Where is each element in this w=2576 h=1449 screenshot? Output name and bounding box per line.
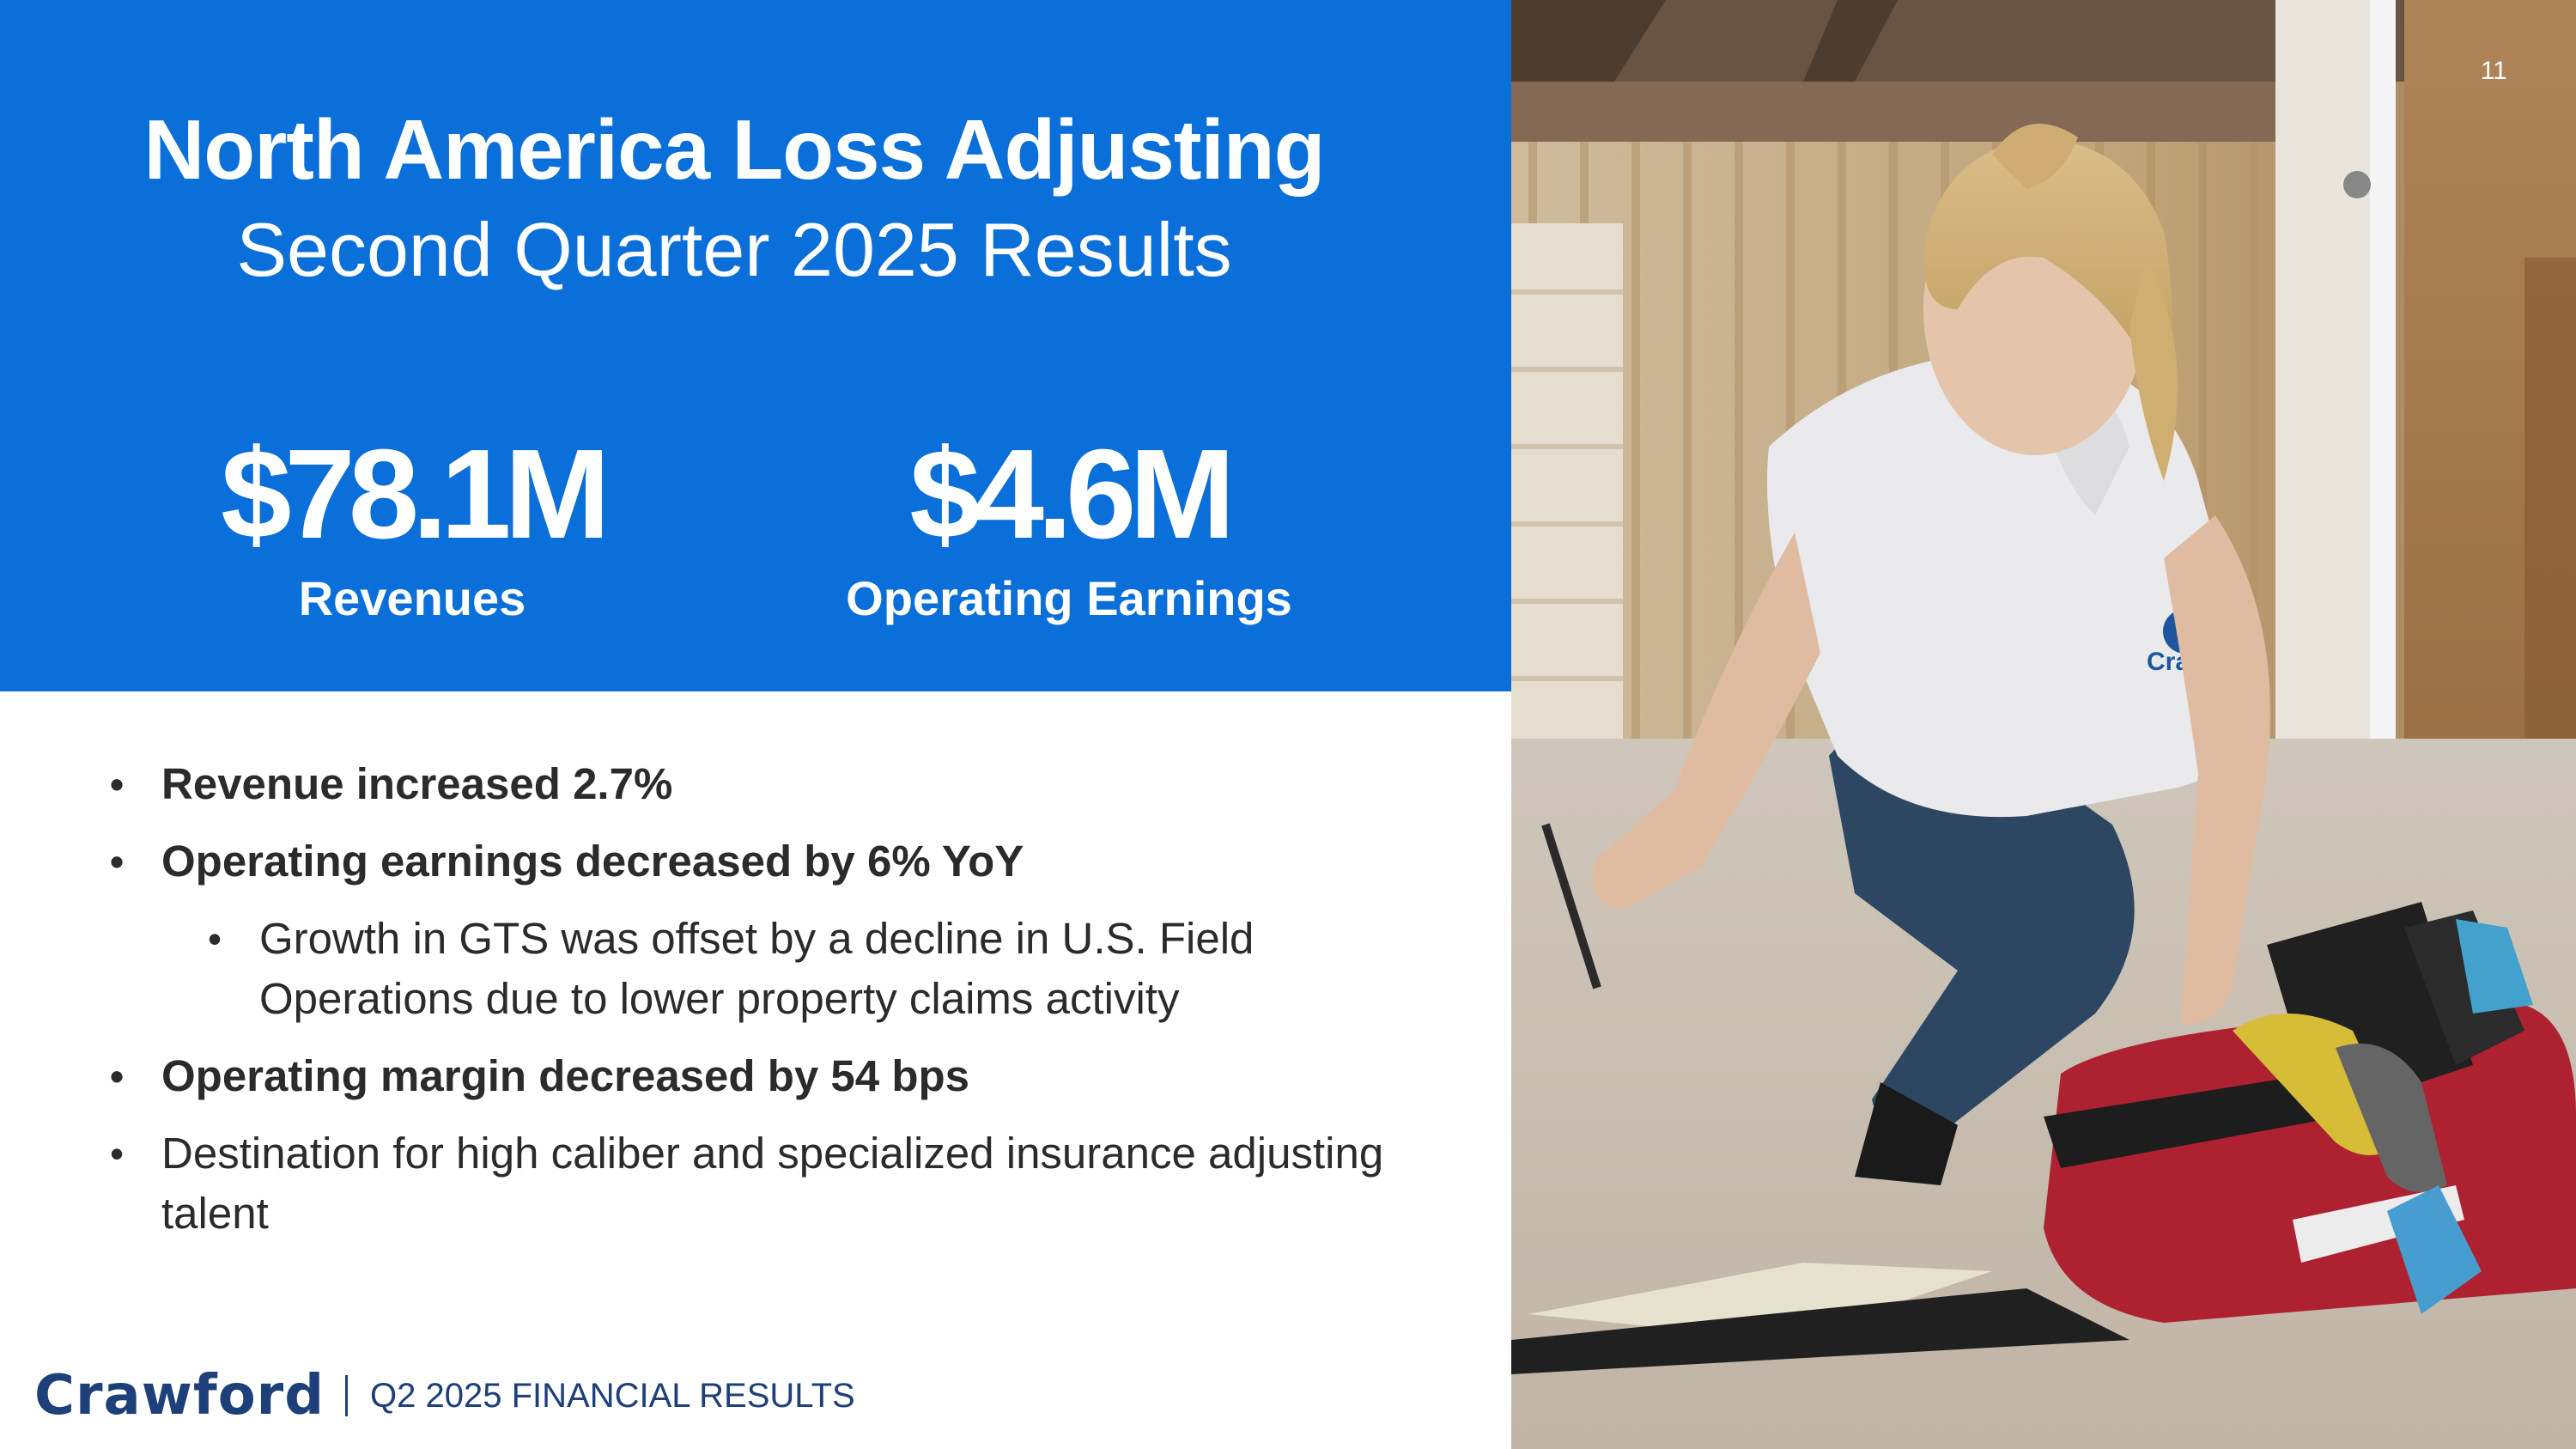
slide-title: North America Loss Adjusting bbox=[143, 102, 1325, 197]
sub-bullet-item: Growth in GTS was offset by a decline in… bbox=[208, 909, 1449, 1029]
crawford-logo: Crawford bbox=[34, 1364, 325, 1428]
revenue-metric: $78.1M Revenues bbox=[155, 431, 670, 626]
page-number: 11 bbox=[2480, 57, 2507, 85]
revenue-label: Revenues bbox=[298, 571, 526, 625]
adjuster-photo: Crawf bbox=[1511, 0, 2576, 1449]
bullet-item: Revenue increased 2.7% bbox=[110, 754, 1449, 814]
footer-text: Q2 2025 FINANCIAL RESULTS bbox=[370, 1376, 855, 1415]
bullet-item: Operating earnings decreased by 6% YoY bbox=[110, 831, 1449, 892]
revenue-value: $78.1M bbox=[221, 423, 611, 565]
bullet-list: Revenue increased 2.7% Operating earning… bbox=[110, 754, 1449, 1261]
operating-earnings-value: $4.6M bbox=[909, 423, 1235, 565]
title-panel: North America Loss Adjusting Second Quar… bbox=[0, 0, 1511, 691]
bullet-item: Destination for high caliber and special… bbox=[110, 1123, 1449, 1244]
operating-earnings-metric: $4.6M Operating Earnings bbox=[811, 431, 1327, 626]
slide-subtitle: Second Quarter 2025 Results bbox=[236, 207, 1232, 292]
footer: Crawford Q2 2025 FINANCIAL RESULTS bbox=[34, 1364, 855, 1428]
operating-earnings-label: Operating Earnings bbox=[846, 571, 1292, 625]
bullet-item: Operating margin decreased by 54 bps bbox=[110, 1046, 1449, 1106]
footer-divider bbox=[345, 1375, 349, 1416]
